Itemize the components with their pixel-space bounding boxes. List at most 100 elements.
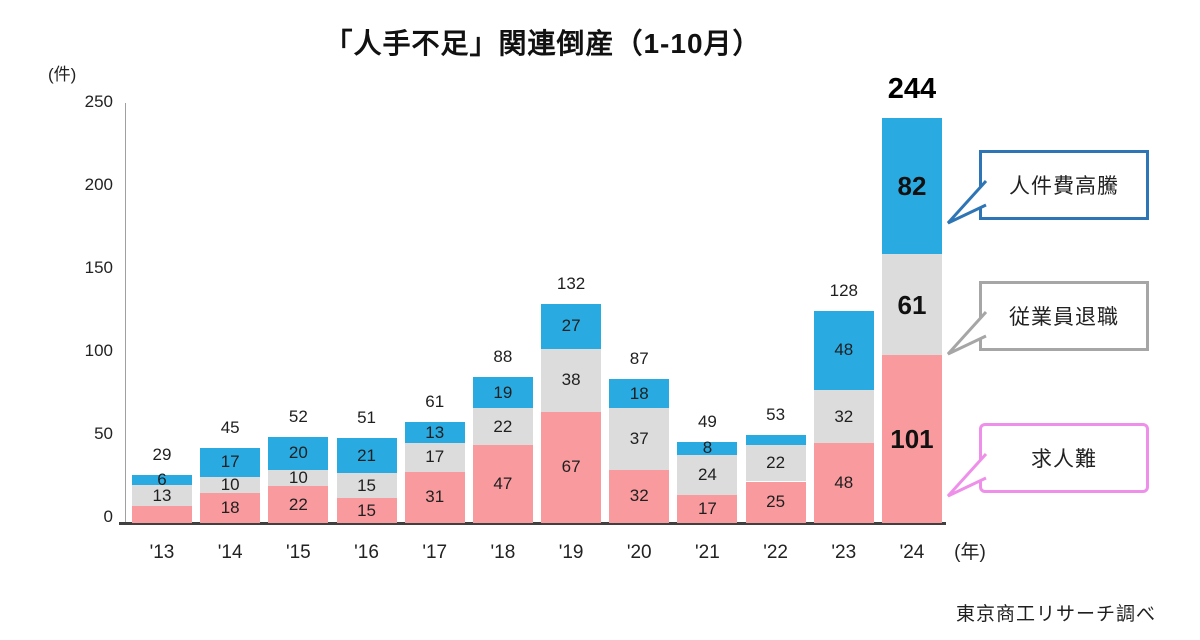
x-tick-label: '14 xyxy=(217,542,243,563)
bar-total-label: 53 xyxy=(766,405,786,425)
segment-value-label: 47 xyxy=(493,473,513,493)
bar-total-label: 128 xyxy=(829,280,858,300)
segment-value-label: 18 xyxy=(629,383,649,403)
x-tick-label: '20 xyxy=(626,542,652,563)
segment-value-label: 37 xyxy=(629,429,649,449)
y-tick-label: 100 xyxy=(84,341,113,360)
segment-value-label: 27 xyxy=(561,316,581,336)
bar-segment-求人難 xyxy=(745,481,806,523)
segment-value-label: 21 xyxy=(357,445,376,465)
segment-value-label: 38 xyxy=(561,370,581,390)
bar-segment-求人難 xyxy=(200,493,261,523)
bar-total-label: 45 xyxy=(220,418,240,438)
segment-value-label: 13 xyxy=(425,422,445,442)
bar-segment-求人難 xyxy=(268,486,329,523)
callout-employee-resignation: 従業員退職 xyxy=(946,281,1149,356)
x-tick-label: '13 xyxy=(149,542,175,563)
bar-segment-人件費高騰 xyxy=(200,448,261,477)
segment-value-label: 48 xyxy=(834,473,854,493)
callout-employee-resignation-label: 従業員退職 xyxy=(1009,306,1119,329)
bar-total-label: 29 xyxy=(152,444,172,464)
bar-segment-従業員退職 xyxy=(268,469,329,487)
x-tick-label: '23 xyxy=(831,542,857,563)
y-axis-line xyxy=(125,103,126,523)
bar-segment-求人難 xyxy=(404,471,465,523)
callout-pointer-icon xyxy=(946,310,988,356)
source-credit: 東京商工リサーチ調べ xyxy=(955,604,1156,625)
bar-segment-従業員退職 xyxy=(404,443,465,472)
segment-value-label: 22 xyxy=(766,453,786,473)
bar-segment-求人難 xyxy=(609,469,670,523)
bar-segment-従業員退職 xyxy=(677,454,738,495)
chart-title: 「人手不足」関連倒産（1-10月） xyxy=(324,28,762,59)
bar-segment-従業員退職 xyxy=(132,484,192,507)
bar-segment-従業員退職 xyxy=(472,408,533,445)
bar-total-label: 52 xyxy=(288,406,308,426)
bar-total-label: 132 xyxy=(556,273,586,293)
bar-segment-求人難 xyxy=(132,506,192,523)
bar-segment-人件費高騰 xyxy=(336,438,397,474)
callout-pointer-icon xyxy=(946,452,988,498)
y-tick-label: 50 xyxy=(94,424,113,443)
callout-labor-cost-surge-label: 人件費高騰 xyxy=(1009,175,1119,198)
bar-segment-従業員退職 xyxy=(881,254,942,356)
bar-segment-人件費高騰 xyxy=(813,310,874,391)
bar-segment-従業員退職 xyxy=(609,408,670,470)
bar-segment-求人難 xyxy=(472,444,533,523)
bar-segment-従業員退職 xyxy=(813,390,874,444)
segment-value-label: 22 xyxy=(288,494,308,514)
bar-segment-従業員退職 xyxy=(745,444,806,482)
x-tick-label: '19 xyxy=(558,542,584,563)
x-tick-label: '22 xyxy=(763,542,788,563)
callout-pointer-icon xyxy=(946,179,988,225)
segment-value-label: 10 xyxy=(220,474,240,494)
segment-value-label: 22 xyxy=(493,416,513,436)
segment-value-label: 32 xyxy=(834,406,854,426)
bar-segment-求人難 xyxy=(813,443,874,523)
segment-value-label: 18 xyxy=(220,498,240,518)
segment-value-label: 48 xyxy=(834,340,854,360)
x-tick-label: '21 xyxy=(695,542,720,563)
y-axis-unit-label: (件) xyxy=(48,65,77,84)
segment-value-label: 10 xyxy=(288,468,308,488)
segment-value-label: 19 xyxy=(493,382,513,402)
bar-segment-求人難 xyxy=(677,494,738,523)
callout-labor-cost-surge: 人件費高騰 xyxy=(946,150,1149,225)
bar-segment-人件費高騰 xyxy=(677,441,738,455)
bar-segment-人件費高騰 xyxy=(745,435,806,445)
bar-segment-人件費高騰 xyxy=(541,303,602,349)
segment-value-label: 101 xyxy=(890,424,934,455)
y-tick-label: 200 xyxy=(84,175,113,194)
bar-segment-人件費高騰 xyxy=(881,117,942,255)
bar-segment-求人難 xyxy=(336,498,397,523)
bar-total-label: 49 xyxy=(697,411,717,431)
segment-value-label: 8 xyxy=(702,438,713,458)
segment-value-label: 61 xyxy=(897,289,927,320)
bar-segment-従業員退職 xyxy=(541,348,602,412)
segment-value-label: 6 xyxy=(157,469,167,489)
x-tick-label: '15 xyxy=(285,542,311,563)
bar-segment-求人難 xyxy=(881,355,942,523)
segment-value-label: 13 xyxy=(152,485,172,505)
bar-total-label: 51 xyxy=(357,408,376,428)
bar-segment-従業員退職 xyxy=(336,473,397,499)
segment-value-label: 82 xyxy=(897,171,927,202)
callout-recruitment-difficulty-label: 求人難 xyxy=(1031,448,1097,471)
bar-segment-人件費高騰 xyxy=(132,474,192,485)
bar-total-label: 244 xyxy=(887,72,937,105)
x-tick-label: '16 xyxy=(354,542,379,563)
x-axis-baseline xyxy=(119,522,946,525)
segment-value-label: 15 xyxy=(357,500,376,520)
bar-segment-人件費高騰 xyxy=(472,376,533,409)
segment-value-label: 15 xyxy=(357,475,376,495)
y-tick-label: 250 xyxy=(84,92,113,111)
segment-value-label: 17 xyxy=(697,498,717,518)
segment-value-label: 17 xyxy=(425,447,445,467)
x-axis-unit-label: (年) xyxy=(954,542,986,563)
x-tick-label: '18 xyxy=(490,542,516,563)
segment-value-label: 24 xyxy=(697,464,717,484)
callout-recruitment-difficulty: 求人難 xyxy=(946,423,1149,498)
bar-segment-従業員退職 xyxy=(200,476,261,494)
segment-value-label: 67 xyxy=(561,457,581,477)
